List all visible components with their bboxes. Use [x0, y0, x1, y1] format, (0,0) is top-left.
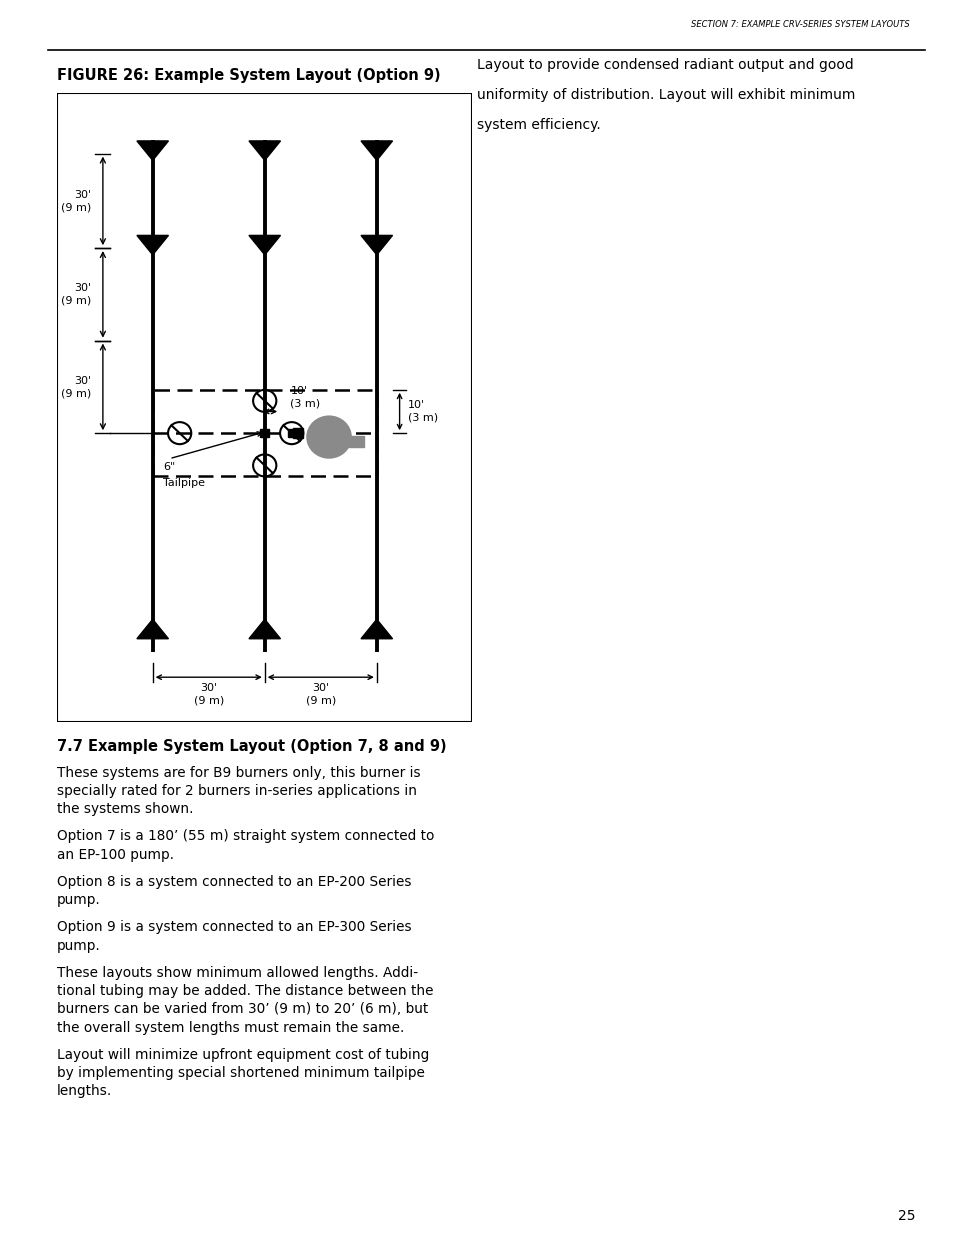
Text: FIGURE 26: Example System Layout (Option 9): FIGURE 26: Example System Layout (Option… — [57, 68, 440, 83]
Text: Option 9 is a system connected to an EP-300 Series: Option 9 is a system connected to an EP-… — [57, 920, 412, 935]
Text: Layout will minimize upfront equipment cost of tubing: Layout will minimize upfront equipment c… — [57, 1047, 429, 1062]
FancyBboxPatch shape — [342, 436, 363, 447]
Text: uniformity of distribution. Layout will exhibit minimum: uniformity of distribution. Layout will … — [476, 89, 855, 103]
Text: 25: 25 — [898, 1209, 915, 1224]
FancyBboxPatch shape — [259, 429, 269, 437]
Text: 10'
(3 m): 10' (3 m) — [408, 400, 437, 422]
Polygon shape — [137, 141, 169, 161]
Text: an EP-100 pump.: an EP-100 pump. — [57, 847, 174, 862]
Text: 7.7 Example System Layout (Option 7, 8 and 9): 7.7 Example System Layout (Option 7, 8 a… — [57, 739, 446, 753]
Text: 30'
(9 m): 30' (9 m) — [61, 375, 91, 398]
Text: by implementing special shortened minimum tailpipe: by implementing special shortened minimu… — [57, 1066, 425, 1081]
Text: 30'
(9 m): 30' (9 m) — [61, 190, 91, 212]
Polygon shape — [249, 236, 280, 254]
Polygon shape — [137, 236, 169, 254]
Text: 30'
(9 m): 30' (9 m) — [305, 683, 335, 705]
Text: Tailpipe: Tailpipe — [163, 478, 205, 488]
Text: 30'
(9 m): 30' (9 m) — [193, 683, 224, 705]
Text: 30'
(9 m): 30' (9 m) — [61, 283, 91, 305]
Text: 6": 6" — [163, 462, 175, 472]
Polygon shape — [360, 236, 392, 254]
Text: These layouts show minimum allowed lengths. Addi-: These layouts show minimum allowed lengt… — [57, 966, 418, 979]
Text: the overall system lengths must remain the same.: the overall system lengths must remain t… — [57, 1020, 404, 1035]
Text: SECTION 7: EXAMPLE CRV-SERIES SYSTEM LAYOUTS: SECTION 7: EXAMPLE CRV-SERIES SYSTEM LAY… — [691, 20, 909, 28]
FancyBboxPatch shape — [293, 429, 303, 438]
FancyBboxPatch shape — [287, 429, 296, 437]
Polygon shape — [137, 619, 169, 638]
Text: pump.: pump. — [57, 939, 101, 952]
Text: Layout to provide condensed radiant output and good: Layout to provide condensed radiant outp… — [476, 58, 853, 73]
Polygon shape — [360, 619, 392, 638]
Text: pump.: pump. — [57, 893, 101, 908]
Polygon shape — [249, 141, 280, 161]
Text: burners can be varied from 30’ (9 m) to 20’ (6 m), but: burners can be varied from 30’ (9 m) to … — [57, 1003, 428, 1016]
Text: system efficiency.: system efficiency. — [476, 119, 600, 132]
Text: tional tubing may be added. The distance between the: tional tubing may be added. The distance… — [57, 984, 434, 998]
Polygon shape — [360, 141, 392, 161]
Polygon shape — [249, 619, 280, 638]
Circle shape — [306, 415, 352, 458]
Text: the systems shown.: the systems shown. — [57, 803, 193, 816]
Text: lengths.: lengths. — [57, 1084, 112, 1098]
Text: These systems are for B9 burners only, this burner is: These systems are for B9 burners only, t… — [57, 766, 420, 779]
Text: specially rated for 2 burners in-series applications in: specially rated for 2 burners in-series … — [57, 784, 416, 798]
Text: Option 7 is a 180’ (55 m) straight system connected to: Option 7 is a 180’ (55 m) straight syste… — [57, 830, 435, 844]
Text: 10'
(3 m): 10' (3 m) — [290, 385, 320, 409]
Text: Option 8 is a system connected to an EP-200 Series: Option 8 is a system connected to an EP-… — [57, 874, 412, 889]
